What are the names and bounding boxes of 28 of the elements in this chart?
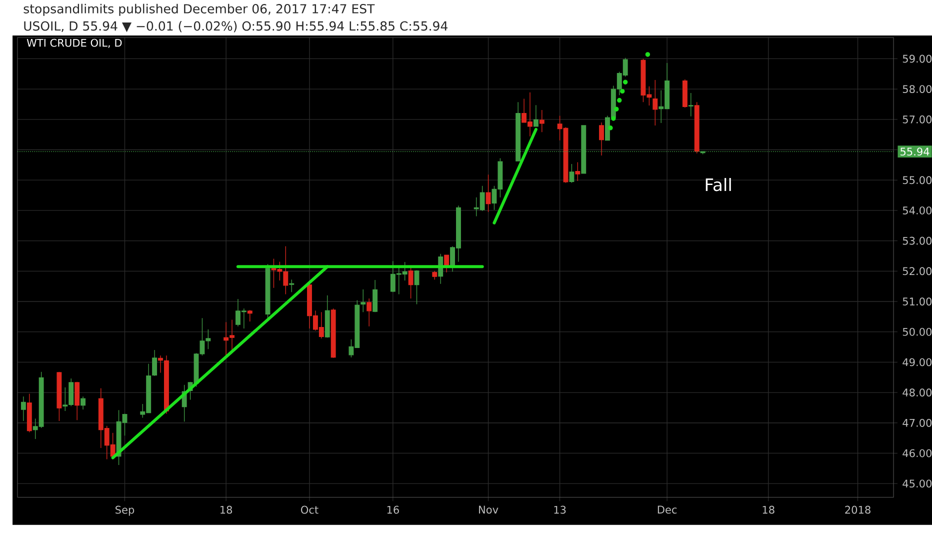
x-tick-label: Nov	[479, 506, 498, 514]
y-tick-label: 45.00	[902, 480, 932, 488]
y-tick-label: 49.00	[902, 358, 932, 366]
y-tick-label: 59.00	[902, 54, 932, 63]
y-tick-label: 52.00	[902, 267, 932, 276]
y-tick-label: 57.00	[902, 116, 932, 124]
y-tick-label: 58.00	[902, 85, 932, 94]
y-tick-label: 48.00	[902, 388, 932, 397]
x-tick-label: 18	[220, 506, 232, 514]
x-tick-label: 18	[762, 506, 774, 514]
y-tick-label: 51.00	[902, 298, 932, 306]
x-tick-label: 13	[554, 506, 566, 514]
chart-title: WTI CRUDE OIL, D	[26, 39, 122, 48]
y-tick-label: 55.00	[902, 176, 932, 184]
annotation: Fall	[706, 178, 731, 192]
x-tick-label: Dec	[658, 506, 677, 514]
x-tick-label: Sep	[116, 506, 134, 516]
y-tick-label: 53.00	[902, 237, 932, 245]
y-tick-label: 46.00	[902, 449, 932, 458]
y-tick-label: 54.00	[902, 206, 932, 215]
y-tick-label: 50.00	[902, 328, 932, 336]
y-tick-label: 47.00	[902, 419, 932, 428]
text: USOIL, D 55.94 ▼ −0.01 (−0.02%) O:55.90 H:55.94 L:55.85 C:55.94	[24, 21, 448, 32]
ref-line-label: 55.94	[900, 148, 930, 156]
x-tick-label: Oct	[301, 506, 318, 514]
x-tick-label: 2018	[845, 506, 870, 514]
x-tick-label: 16	[387, 506, 399, 514]
text: stopsandlimits published December 06, 2017 17:47 EST	[24, 4, 375, 16]
